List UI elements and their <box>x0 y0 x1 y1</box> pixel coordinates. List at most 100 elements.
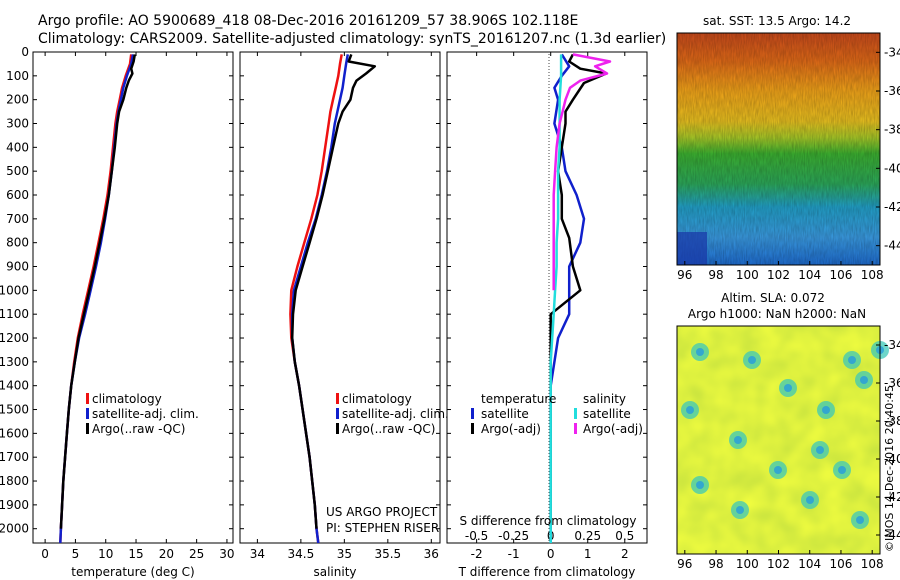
map-lat-label: -38 <box>884 123 900 137</box>
series-line <box>59 54 135 543</box>
map-lat-label: -34 <box>884 338 900 352</box>
depth-axis: 0 100 200 300 400 500 600 700 800 900 1000 1100 1200… <box>0 45 647 536</box>
salinity-axis-label: salinity <box>313 565 356 579</box>
depth-tick-label: 500 <box>6 164 29 178</box>
map-lat-label: -40 <box>884 452 900 466</box>
depth-tick-label: 1400 <box>0 379 29 393</box>
sst-cold-patch <box>677 232 707 265</box>
map-lat-label: -34 <box>884 45 900 59</box>
legend-swatch-satellite <box>336 408 339 419</box>
difference-legend: temperature satellite Argo(-adj) salinit… <box>471 392 643 436</box>
temperature-tick-label: 25 <box>189 547 204 561</box>
legend-swatch-climatology <box>86 393 89 404</box>
sla-map-title: Altim. SLA: 0.072 <box>721 291 825 305</box>
depth-tick-label: 1700 <box>0 450 29 464</box>
sla-eddy-core <box>822 406 830 414</box>
s-difference-tick-label: -0.25 <box>498 529 529 543</box>
sla-eddy-core <box>748 356 756 364</box>
temperature-profiles <box>59 54 137 543</box>
sst-map-axes: 96 98 100 102 104 106 108 -34 -36 -38 -40 -42 -44 <box>677 45 900 282</box>
legend-label-argo: Argo(..raw -QC) <box>342 422 435 436</box>
legend-label-satellite: satellite-adj. clim. <box>92 407 199 421</box>
difference-panel-frame <box>446 51 648 544</box>
legend-label-temp-argo: Argo(-adj) <box>481 422 541 436</box>
map-lat-label: -38 <box>884 414 900 428</box>
temperature-tick-label: 15 <box>128 547 143 561</box>
series-line <box>549 53 586 543</box>
legend-swatch-climatology <box>336 393 339 404</box>
map-lon-label: 102 <box>767 557 790 571</box>
difference-profiles <box>549 53 612 543</box>
salinity-profiles <box>289 53 377 543</box>
salinity-tick-label: 36 <box>424 547 439 561</box>
map-lon-label: 98 <box>708 557 723 571</box>
sla-eddy-core <box>774 466 782 474</box>
t-difference-tick-label: 0 <box>547 547 555 561</box>
t-difference-tick-label: -1 <box>508 547 520 561</box>
legend-label-climatology: climatology <box>92 392 162 406</box>
legend-swatch-temp-satellite <box>471 408 474 419</box>
map-lat-label: -42 <box>884 490 900 504</box>
series-line <box>552 53 612 291</box>
s-difference-tick-label: 0.5 <box>615 529 634 543</box>
salinity-tick-label: 34.5 <box>288 547 315 561</box>
depth-tick-label: 800 <box>6 236 29 250</box>
salinity-axis: 34 34.5 35 35.5 36 <box>250 52 439 561</box>
sla-eddy-core <box>848 356 856 364</box>
legend-swatch-satellite <box>86 408 89 419</box>
temperature-axis: 0 5 10 15 20 25 30 <box>41 52 235 561</box>
t-difference-tick-label: 1 <box>584 547 592 561</box>
temperature-tick-label: 5 <box>72 547 80 561</box>
salinity-legend: climatology satellite-adj. clim. Argo(..… <box>336 392 449 436</box>
salinity-tick-label: 34 <box>250 547 265 561</box>
s-difference-axis-label: S difference from climatology <box>460 514 637 528</box>
map-lon-label: 104 <box>798 557 821 571</box>
map-lat-label: -42 <box>884 200 900 214</box>
depth-tick-label: 100 <box>6 69 29 83</box>
legend-swatch-sal-argo <box>574 423 577 434</box>
temperature-tick-label: 20 <box>159 547 174 561</box>
sla-eddy-core <box>734 436 742 444</box>
sla-eddy-core <box>686 406 694 414</box>
map-lon-label: 102 <box>767 268 790 282</box>
sla-map <box>676 325 889 555</box>
legend-swatch-sal-satellite <box>574 408 577 419</box>
map-lon-label: 100 <box>736 557 759 571</box>
figure-title-line1: Argo profile: AO 5900689_418 08-Dec-2016… <box>38 13 578 29</box>
series-line <box>59 54 137 529</box>
pi-annotation: PI: STEPHEN RISER <box>326 521 439 535</box>
temperature-tick-label: 0 <box>41 547 49 561</box>
sst-map-title: sat. SST: 13.5 Argo: 14.2 <box>703 14 851 28</box>
sla-eddy-core <box>816 446 824 454</box>
legend-label-climatology: climatology <box>342 392 412 406</box>
depth-tick-label: 1200 <box>0 331 29 345</box>
legend-swatch-argo <box>336 423 339 434</box>
project-annotation: US ARGO PROJECT <box>326 505 438 519</box>
sla-map-subtitle: Argo h1000: NaN h2000: NaN <box>688 307 866 321</box>
copyright-label: ©IMOS 14-Dec-2016 20:40:45 <box>883 385 896 552</box>
legend-label-sal-satellite: satellite <box>583 407 631 421</box>
map-lon-label: 104 <box>798 268 821 282</box>
sla-eddy-core <box>696 481 704 489</box>
t-difference-axis-label: T difference from climatology <box>458 565 636 579</box>
legend-swatch-temp-argo <box>471 423 474 434</box>
legend-group-salinity: salinity <box>583 392 626 406</box>
map-lat-label: -36 <box>884 84 900 98</box>
map-lat-label: -36 <box>884 376 900 390</box>
map-lon-label: 96 <box>677 557 692 571</box>
temperature-tick-label: 30 <box>219 547 234 561</box>
depth-tick-label: 400 <box>6 140 29 154</box>
depth-tick-label: 1000 <box>0 283 29 297</box>
depth-tick-label: 300 <box>6 117 29 131</box>
salinity-panel-frame <box>239 51 441 544</box>
sla-eddy-core <box>838 466 846 474</box>
legend-swatch-argo <box>86 423 89 434</box>
map-lon-label: 100 <box>736 268 759 282</box>
salinity-tick-label: 35 <box>337 547 352 561</box>
sla-map-axes: 96 98 100 102 104 106 108 -34 -36 -38 -40 -42 -44 <box>677 338 900 571</box>
map-lat-label: -40 <box>884 161 900 175</box>
legend-label-temp-satellite: satellite <box>481 407 529 421</box>
sla-eddy-core <box>784 384 792 392</box>
series-line <box>290 53 377 529</box>
